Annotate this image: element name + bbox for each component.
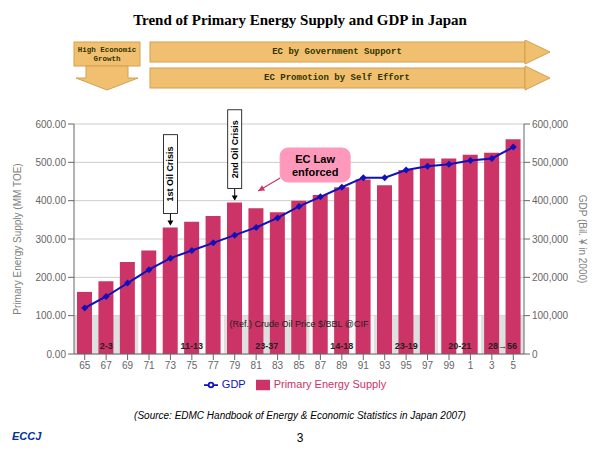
svg-text:GDP (Bil. ¥ in 2000): GDP (Bil. ¥ in 2000) <box>577 195 588 284</box>
svg-text:79: 79 <box>229 360 241 371</box>
svg-text:89: 89 <box>336 360 348 371</box>
svg-text:85: 85 <box>293 360 305 371</box>
svg-text:Primary Energy Supply (MM TOE): Primary Energy Supply (MM TOE) <box>12 163 23 314</box>
svg-text:2-3: 2-3 <box>100 341 113 351</box>
svg-text:91: 91 <box>358 360 370 371</box>
html-text:GDP: GDP <box>221 378 246 390</box>
svg-text:11-13: 11-13 <box>181 341 204 351</box>
html-text:3: 3 <box>296 431 304 445</box>
svg-text:23-19: 23-19 <box>395 341 418 351</box>
svg-text:300.00: 300.00 <box>35 234 66 245</box>
svg-text:5: 5 <box>511 360 517 371</box>
svg-text:400.00: 400.00 <box>35 195 66 206</box>
html-text:Primary Energy Supply: Primary Energy Supply <box>273 378 387 390</box>
svg-text:97: 97 <box>422 360 434 371</box>
svg-text:81: 81 <box>251 360 263 371</box>
svg-text:77: 77 <box>208 360 220 371</box>
svg-text:600,000: 600,000 <box>532 119 569 130</box>
html-text:Trend of Primary Energy Supply: Trend of Primary Energy Supply and GDP i… <box>133 12 467 28</box>
svg-text:28→56: 28→56 <box>488 341 517 351</box>
svg-text:23-37: 23-37 <box>255 341 278 351</box>
svg-text:3: 3 <box>489 360 495 371</box>
svg-text:100,000: 100,000 <box>532 310 569 321</box>
svg-text:14-18: 14-18 <box>330 341 353 351</box>
svg-text:71: 71 <box>143 360 155 371</box>
svg-text:69: 69 <box>122 360 134 371</box>
svg-text:0: 0 <box>532 349 538 360</box>
svg-text:(Ref.) Crude Oil Price $/BBL @: (Ref.) Crude Oil Price $/BBL @CIF <box>230 319 369 329</box>
svg-text:EC Law: EC Law <box>295 153 335 165</box>
svg-text:EC by Government Support: EC by Government Support <box>272 47 402 57</box>
html-text:(Source: EDMC Handbook of Ener: (Source: EDMC Handbook of Energy & Econo… <box>134 410 466 421</box>
svg-text:400,000: 400,000 <box>532 195 569 206</box>
svg-text:500,000: 500,000 <box>532 157 569 168</box>
svg-text:73: 73 <box>165 360 177 371</box>
svg-text:20-21: 20-21 <box>448 341 471 351</box>
svg-text:EC Promotion by Self Effort: EC Promotion by Self Effort <box>264 73 410 83</box>
svg-text:95: 95 <box>401 360 413 371</box>
svg-text:99: 99 <box>443 360 455 371</box>
svg-text:High Economic: High Economic <box>78 46 137 54</box>
svg-text:83: 83 <box>272 360 284 371</box>
svg-text:200.00: 200.00 <box>35 272 66 283</box>
svg-text:600.00: 600.00 <box>35 119 66 130</box>
svg-text:2nd Oil Crisis: 2nd Oil Crisis <box>230 120 240 178</box>
svg-text:93: 93 <box>379 360 391 371</box>
svg-text:1st Oil Crisis: 1st Oil Crisis <box>165 147 175 202</box>
svg-text:enforced: enforced <box>292 166 338 178</box>
svg-text:67: 67 <box>101 360 113 371</box>
svg-text:1: 1 <box>468 360 474 371</box>
svg-text:75: 75 <box>186 360 198 371</box>
svg-text:Growth: Growth <box>93 55 121 63</box>
svg-text:100.00: 100.00 <box>35 310 66 321</box>
svg-text:500.00: 500.00 <box>35 157 66 168</box>
svg-text:0.00: 0.00 <box>47 349 67 360</box>
html-text:ECCJ: ECCJ <box>12 430 42 442</box>
svg-text:300,000: 300,000 <box>532 234 569 245</box>
svg-text:200,000: 200,000 <box>532 272 569 283</box>
svg-text:65: 65 <box>79 360 91 371</box>
svg-text:87: 87 <box>315 360 327 371</box>
